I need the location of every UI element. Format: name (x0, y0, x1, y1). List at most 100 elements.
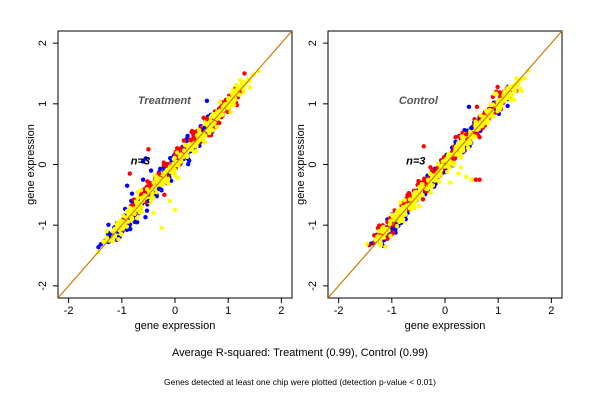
plot-area (58, 31, 292, 298)
scatter-point (156, 171, 162, 176)
scatter-point (129, 191, 135, 196)
scatter-point (374, 237, 379, 242)
scatter-point (147, 180, 152, 186)
scatter-point (158, 166, 163, 172)
scatter-point (376, 228, 382, 234)
scatter-point (194, 148, 199, 153)
scatter-point (114, 222, 120, 227)
scatter-point (134, 219, 140, 225)
scatter-point (135, 189, 140, 195)
scatter-point (151, 180, 156, 185)
control-panel: -2 -1 0 1 2 -2 -1 0 1 2 gene expression gene expres… (295, 30, 563, 332)
scatter-point (124, 224, 130, 229)
treatment-panel: -2 -1 0 1 2 -2 -1 0 1 2 gene expression gene expres… (25, 30, 293, 332)
x-tick-label: 0 (172, 305, 178, 317)
scatter-point (189, 130, 194, 135)
scatter-point (188, 138, 194, 143)
scatter-point (377, 223, 382, 228)
x-axis-label: gene expression (135, 320, 216, 332)
scatter-point (505, 95, 510, 101)
scatter-point (167, 198, 172, 204)
scatter-point (444, 156, 449, 161)
scatter-point (184, 152, 190, 158)
scatter-point (214, 124, 220, 130)
scatter-point (186, 162, 191, 167)
scatter-point (247, 85, 252, 90)
scatter-point (200, 135, 205, 140)
scatter-point (110, 237, 116, 242)
y-tick-label: -1 (37, 220, 49, 230)
scatter-point (444, 169, 450, 175)
scatter-point (135, 195, 140, 201)
scatter-point (505, 86, 511, 91)
x-tick-label: -2 (334, 305, 344, 317)
scatter-point (420, 197, 426, 202)
panel-title: Control (399, 95, 439, 107)
scatter-point (438, 167, 444, 173)
scatter-point (214, 113, 219, 118)
scatter-point (452, 161, 457, 166)
y-tick-label: -1 (307, 220, 319, 230)
sample-count-label: n=3 (131, 156, 150, 168)
scatter-point (471, 135, 476, 140)
scatter-point (220, 112, 226, 117)
scatter-point (124, 227, 130, 233)
scatter-point (154, 190, 160, 195)
scatter-point (140, 159, 146, 164)
detection-footnote: Genes detected at least one chip were pl… (164, 377, 436, 387)
scatter-point (124, 183, 130, 188)
scatter-point (474, 104, 480, 110)
series-5 (448, 165, 474, 185)
scatter-point (473, 177, 479, 182)
scatter-point (469, 125, 474, 131)
scatter-point (428, 190, 434, 195)
scatter-point (137, 209, 142, 214)
scatter-point (106, 222, 111, 227)
scatter-point (495, 84, 500, 90)
scatter-point (143, 156, 148, 161)
scatter-point (96, 244, 101, 250)
scatter-point (202, 140, 207, 145)
scatter-point (228, 109, 233, 115)
scatter-point (441, 159, 446, 164)
scatter-point (128, 205, 133, 211)
scatter-point (121, 213, 126, 219)
x-tick-label: -2 (64, 305, 74, 317)
scatter-point (388, 218, 393, 224)
y-tick-label: 2 (37, 40, 49, 46)
scatter-point (231, 102, 237, 108)
y-axis-label: gene expression (25, 124, 37, 205)
scatter-point (447, 165, 452, 171)
scatter-point (181, 148, 187, 153)
y-tick-label: -2 (37, 281, 49, 291)
scatter-point (151, 210, 156, 216)
series-4 (127, 116, 210, 198)
scatter-point (457, 151, 462, 156)
scatter-point (143, 215, 148, 220)
scatter-point (394, 209, 400, 214)
scatter-point (217, 100, 223, 105)
scatter-point (144, 208, 150, 213)
scatter-point (224, 104, 230, 109)
scatter-point (237, 92, 242, 98)
scatter-point (469, 177, 474, 182)
scatter-point (505, 103, 510, 109)
scatter-point (204, 116, 210, 122)
scatter-point (490, 102, 496, 107)
scatter-point (513, 88, 518, 94)
scatter-point (477, 134, 482, 140)
scatter-point (242, 71, 247, 76)
scatter-point (378, 241, 383, 246)
scatter-point (421, 144, 426, 149)
y-tick-label: 0 (37, 161, 49, 167)
scatter-point (204, 98, 210, 103)
scatter-point (405, 192, 410, 198)
scatter-point (182, 142, 188, 148)
scatter-point (398, 200, 403, 205)
scatter-point (427, 183, 432, 188)
scatter-point (465, 145, 471, 150)
scatter-point (464, 131, 469, 137)
y-tick-label: 2 (307, 40, 319, 46)
scatter-point (134, 215, 140, 221)
scatter-point (388, 233, 393, 239)
